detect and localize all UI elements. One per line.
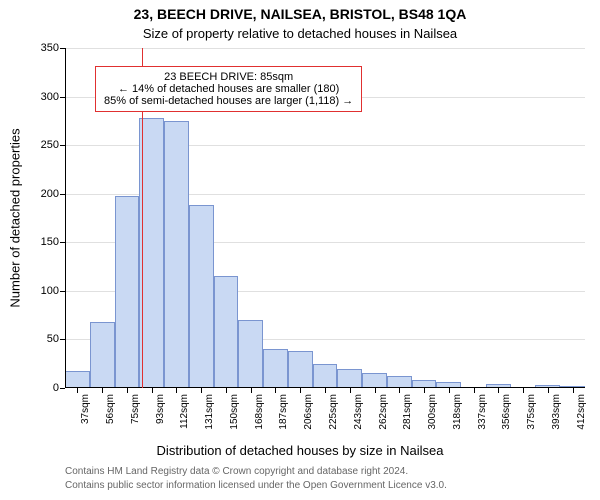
bar	[362, 373, 387, 388]
xtick-mark	[152, 388, 153, 393]
xtick-label: 243sqm	[353, 394, 364, 430]
bar	[90, 322, 115, 388]
ytick-label: 300	[41, 91, 65, 103]
xtick-label: 393sqm	[551, 394, 562, 430]
xtick-mark	[449, 388, 450, 393]
xtick-label: 93sqm	[155, 394, 166, 424]
xtick-mark	[251, 388, 252, 393]
xtick-label: 150sqm	[229, 394, 240, 430]
annotation-line: ← 14% of detached houses are smaller (18…	[104, 83, 353, 95]
xtick-label: 300sqm	[427, 394, 438, 430]
xtick-label: 225sqm	[328, 394, 339, 430]
ytick-label: 0	[53, 382, 65, 394]
xtick-mark	[201, 388, 202, 393]
y-axis-label: Number of detached properties	[8, 128, 23, 307]
xtick-mark	[275, 388, 276, 393]
xtick-label: 375sqm	[526, 394, 537, 430]
xtick-label: 262sqm	[378, 394, 389, 430]
bar	[214, 276, 239, 388]
xtick-label: 131sqm	[204, 394, 215, 430]
xtick-label: 75sqm	[130, 394, 141, 424]
annotation-box: 23 BEECH DRIVE: 85sqm← 14% of detached h…	[95, 66, 362, 112]
ytick-label: 150	[41, 236, 65, 248]
bar	[164, 121, 189, 388]
attribution-line-2: Contains public sector information licen…	[65, 480, 447, 491]
xtick-label: 168sqm	[254, 394, 265, 430]
chart-container: 23, BEECH DRIVE, NAILSEA, BRISTOL, BS48 …	[0, 0, 600, 500]
xtick-label: 281sqm	[402, 394, 413, 430]
xtick-mark	[573, 388, 574, 393]
xtick-mark	[102, 388, 103, 393]
xtick-label: 112sqm	[179, 394, 190, 429]
xtick-mark	[424, 388, 425, 393]
xtick-label: 206sqm	[303, 394, 314, 430]
xtick-mark	[325, 388, 326, 393]
ytick-label: 200	[41, 188, 65, 200]
xtick-mark	[399, 388, 400, 393]
xtick-mark	[176, 388, 177, 393]
bar	[313, 364, 338, 388]
xtick-label: 412sqm	[576, 394, 587, 430]
bar	[263, 349, 288, 388]
ytick-label: 250	[41, 139, 65, 151]
xtick-mark	[77, 388, 78, 393]
bar	[139, 118, 164, 388]
bar	[337, 369, 362, 388]
chart-subtitle: Size of property relative to detached ho…	[0, 26, 600, 41]
xtick-mark	[548, 388, 549, 393]
ytick-label: 100	[41, 285, 65, 297]
xtick-mark	[226, 388, 227, 393]
ytick-label: 350	[41, 42, 65, 54]
xtick-label: 187sqm	[278, 394, 289, 430]
xtick-label: 56sqm	[105, 394, 116, 424]
x-axis-label: Distribution of detached houses by size …	[0, 443, 600, 458]
ytick-label: 50	[47, 333, 65, 345]
xtick-label: 37sqm	[80, 394, 91, 424]
bar	[288, 351, 313, 388]
plot-area: 05010015020025030035037sqm56sqm75sqm93sq…	[65, 48, 585, 388]
bar	[189, 205, 214, 388]
xtick-mark	[498, 388, 499, 393]
xtick-mark	[350, 388, 351, 393]
bar	[65, 371, 90, 388]
chart-title: 23, BEECH DRIVE, NAILSEA, BRISTOL, BS48 …	[0, 6, 600, 22]
xtick-mark	[523, 388, 524, 393]
xtick-label: 337sqm	[477, 394, 488, 430]
y-axis-line	[65, 48, 66, 388]
xtick-mark	[375, 388, 376, 393]
xtick-label: 318sqm	[452, 394, 463, 430]
xtick-mark	[474, 388, 475, 393]
annotation-line: 85% of semi-detached houses are larger (…	[104, 95, 353, 107]
bar	[238, 320, 263, 388]
xtick-mark	[127, 388, 128, 393]
xtick-label: 356sqm	[501, 394, 512, 430]
annotation-line: 23 BEECH DRIVE: 85sqm	[104, 71, 353, 83]
bar	[115, 196, 140, 388]
xtick-mark	[300, 388, 301, 393]
x-axis-line	[65, 387, 585, 388]
attribution-line-1: Contains HM Land Registry data © Crown c…	[65, 466, 408, 477]
